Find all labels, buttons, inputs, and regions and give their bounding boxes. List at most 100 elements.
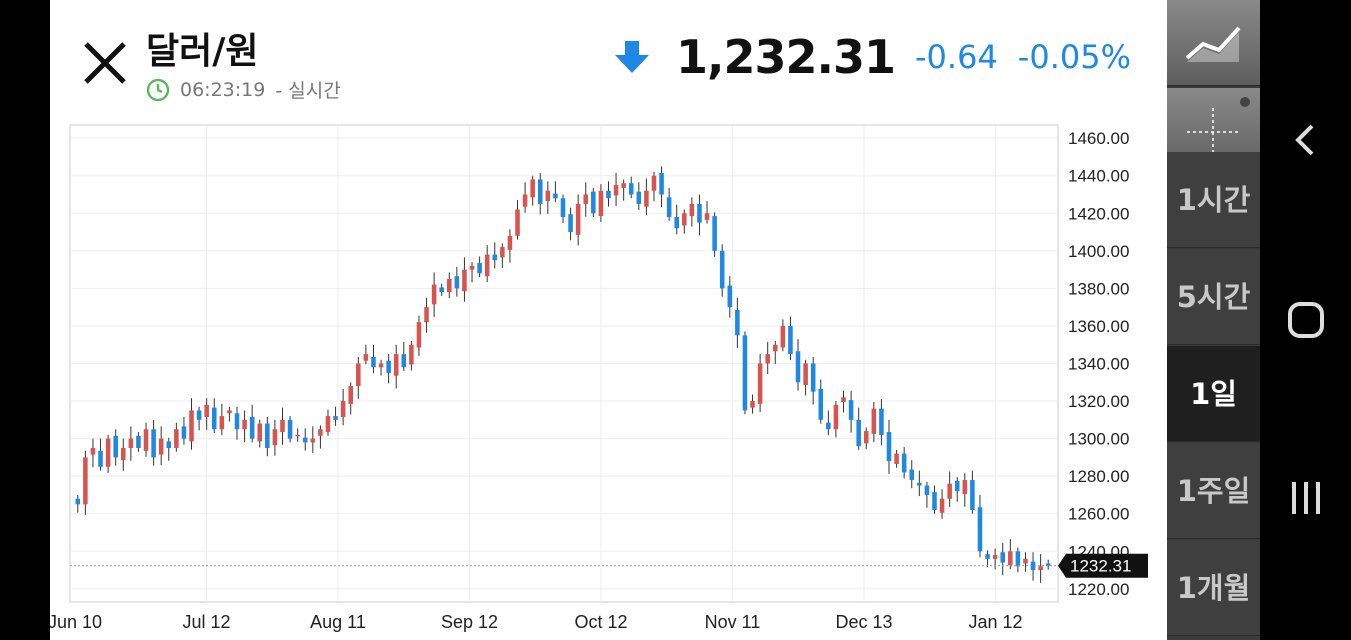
current-price: 1,232.31 bbox=[676, 30, 896, 84]
candle-body bbox=[962, 479, 968, 495]
y-tick-label: 1300.00 bbox=[1068, 430, 1129, 449]
clock-icon bbox=[146, 78, 170, 101]
period-1month-button[interactable]: 1개월 bbox=[1167, 540, 1260, 636]
y-tick-label: 1340.00 bbox=[1068, 355, 1129, 374]
candle-body bbox=[992, 555, 998, 559]
candle-body bbox=[90, 448, 96, 455]
candle-body bbox=[765, 354, 770, 364]
candle-body bbox=[272, 429, 278, 446]
candle-body bbox=[848, 400, 854, 420]
candle-body bbox=[636, 191, 642, 204]
x-tick-label: Jul 12 bbox=[182, 612, 230, 632]
candle-body bbox=[682, 213, 687, 226]
candle-body bbox=[977, 507, 983, 552]
candle-body bbox=[386, 360, 391, 373]
candle-body bbox=[719, 250, 725, 289]
candle-body bbox=[500, 247, 505, 258]
candle-body bbox=[469, 265, 475, 270]
period-1hour-button[interactable]: 1시간 bbox=[1167, 152, 1260, 248]
candle-body bbox=[439, 287, 444, 293]
candle-body bbox=[136, 435, 141, 449]
candle-body bbox=[393, 354, 399, 376]
candle-body bbox=[871, 408, 877, 434]
candle-body bbox=[75, 498, 81, 505]
candle-body bbox=[363, 354, 369, 361]
candle-body bbox=[257, 423, 263, 442]
x-tick-label: Jan 12 bbox=[968, 612, 1022, 632]
candle-body bbox=[462, 269, 467, 292]
candlestick-chart[interactable]: 1460.00 1440.00 1420.00 1400.00 1380.00 1360.… bbox=[50, 110, 1167, 640]
candle-body bbox=[234, 413, 240, 430]
home-icon bbox=[1288, 302, 1324, 338]
candle-body bbox=[280, 419, 285, 433]
candle-body bbox=[143, 429, 149, 451]
back-button[interactable] bbox=[1282, 116, 1330, 164]
candle-body bbox=[833, 404, 839, 430]
candle-body bbox=[1030, 561, 1036, 571]
candle-body bbox=[613, 185, 619, 196]
y-tick-label: 1360.00 bbox=[1068, 317, 1129, 336]
candle-body bbox=[803, 363, 808, 386]
candle-body bbox=[894, 453, 899, 464]
period-5hour-button[interactable]: 5시간 bbox=[1167, 249, 1260, 345]
candle-body bbox=[689, 203, 695, 217]
candle-body bbox=[181, 426, 187, 439]
candle-body bbox=[879, 408, 884, 435]
period-1week-button[interactable]: 1주일 bbox=[1167, 443, 1260, 539]
recents-button[interactable] bbox=[1282, 474, 1330, 522]
candle-body bbox=[947, 483, 952, 499]
candle-body bbox=[447, 278, 452, 293]
candle-body bbox=[158, 438, 164, 455]
candle-body bbox=[659, 172, 664, 195]
candle-body bbox=[901, 453, 907, 473]
candle-body bbox=[909, 469, 915, 480]
line-chart-tool-button[interactable] bbox=[1167, 0, 1260, 86]
candle-body bbox=[1038, 566, 1043, 571]
last-price-label: 1232.31 bbox=[1070, 557, 1131, 576]
timestamp-row: 06:23:19 - 실시간 bbox=[146, 76, 341, 103]
candle-body bbox=[757, 363, 763, 404]
close-button[interactable] bbox=[80, 38, 130, 88]
page-title: 달러/원 bbox=[146, 31, 259, 72]
candle-body bbox=[788, 325, 793, 355]
candle-body bbox=[621, 183, 626, 188]
candle-body bbox=[560, 198, 566, 218]
candle-body bbox=[795, 351, 801, 383]
line-chart-icon bbox=[1185, 26, 1241, 62]
candle-body bbox=[484, 254, 490, 277]
candle-body bbox=[378, 363, 384, 368]
candle-body bbox=[302, 437, 308, 443]
candle-body bbox=[697, 203, 702, 223]
candle-body bbox=[954, 480, 960, 492]
period-1day-button[interactable]: 1일 bbox=[1167, 346, 1260, 442]
candle-body bbox=[249, 417, 255, 439]
price-chart[interactable]: 1460.00 1440.00 1420.00 1400.00 1380.00 1360.… bbox=[50, 110, 1167, 640]
x-tick-label: Sep 12 bbox=[441, 612, 498, 632]
candle-body bbox=[932, 492, 937, 510]
candle-body bbox=[174, 429, 179, 449]
candle-body bbox=[856, 419, 861, 447]
candle-body bbox=[666, 197, 672, 218]
candle-body bbox=[773, 344, 778, 352]
candle-body bbox=[537, 179, 543, 204]
candle-body bbox=[340, 401, 346, 418]
candle-body bbox=[431, 284, 437, 305]
candle-body bbox=[356, 363, 361, 387]
y-tick-label: 1420.00 bbox=[1068, 204, 1129, 223]
candle-body bbox=[939, 498, 945, 513]
candle-body bbox=[242, 419, 247, 430]
candle-body bbox=[924, 485, 930, 495]
candle-body bbox=[704, 213, 710, 220]
candle-body bbox=[189, 410, 194, 442]
x-tick-label: Nov 11 bbox=[705, 612, 761, 632]
candle-body bbox=[371, 356, 376, 368]
candle-body bbox=[151, 429, 156, 458]
candle-body bbox=[628, 183, 634, 195]
candle-body bbox=[454, 276, 460, 289]
candle-body bbox=[917, 482, 922, 486]
candle-body bbox=[863, 431, 869, 444]
home-button[interactable] bbox=[1282, 296, 1330, 344]
app-window: 달러/원 06:23:19 - 실시간 1,232.31 -0.64 -0.05… bbox=[50, 0, 1167, 640]
candle-body bbox=[227, 410, 232, 414]
candle-body bbox=[492, 254, 498, 261]
